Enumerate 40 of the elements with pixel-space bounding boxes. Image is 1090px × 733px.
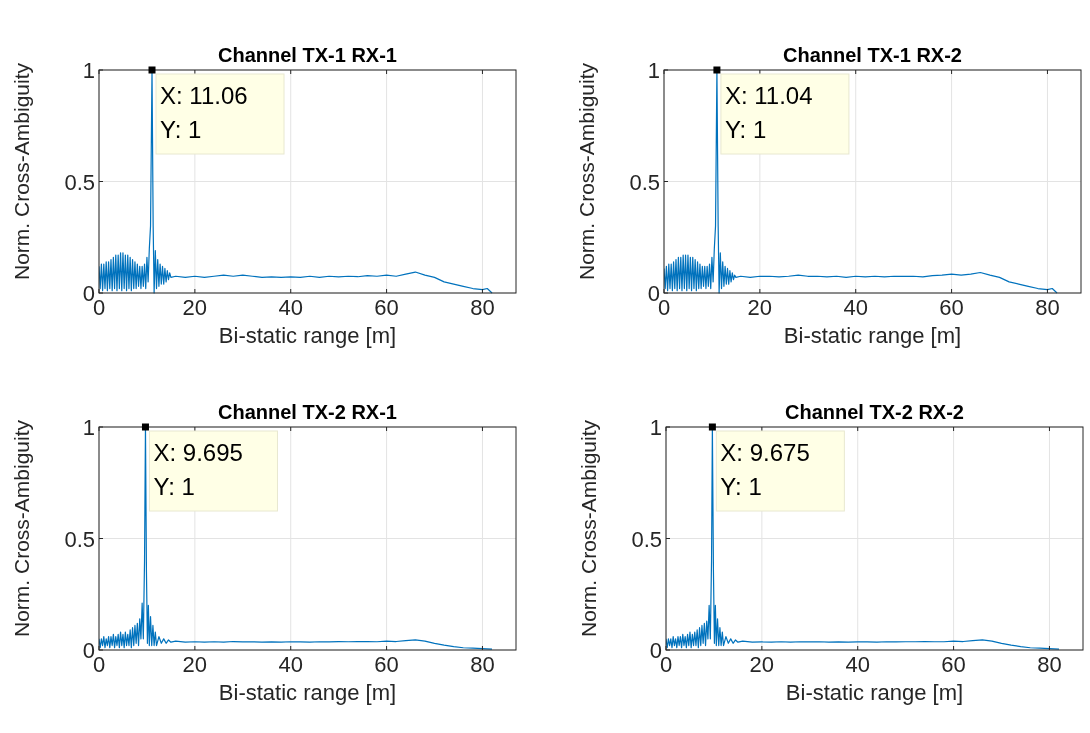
x-tick-label: 20 (747, 295, 773, 320)
x-tick-label: 20 (182, 295, 208, 320)
x-tick-label: 40 (278, 295, 303, 320)
x-tick-label: 60 (374, 652, 399, 677)
x-tick-label: 60 (941, 652, 966, 677)
x-tick-label: 80 (1037, 652, 1062, 677)
x-tick-label: 80 (470, 652, 495, 677)
x-tick-label: 80 (470, 295, 495, 320)
y-axis-title: Norm. Cross-Ambiguity (10, 419, 33, 638)
chart-title: Channel TX-1 RX-2 (783, 44, 962, 66)
x-tick-label: 40 (845, 652, 870, 677)
x-tick-label: 20 (749, 652, 775, 677)
x-axis-title: Bi-static range [m] (785, 680, 964, 705)
y-axis-title: Norm. Cross-Ambiguity (10, 62, 33, 281)
x-axis-title: Bi-static range [m] (218, 323, 397, 348)
x-tick-label: 40 (278, 652, 303, 677)
chart-title: Channel TX-1 RX-1 (218, 44, 397, 66)
annotation: X: 11.04 Y: 1 (724, 82, 813, 143)
y-tick-label: 0.5 (631, 526, 662, 552)
y-tick-label: 0.5 (64, 169, 95, 195)
annotation: X: 11.06 Y: 1 (160, 82, 248, 143)
y-tick-label: 1 (649, 415, 662, 440)
y-tick-label: 0.5 (629, 169, 660, 195)
y-tick-label: 0.5 (64, 526, 95, 552)
chart-title: Channel TX-2 RX-1 (218, 401, 397, 423)
annotation: X: 9.675 Y: 1 (720, 439, 810, 500)
x-tick-label: 40 (843, 295, 868, 320)
annotation: X: 9.695 Y: 1 (153, 439, 243, 500)
x-tick-label: 60 (939, 295, 964, 320)
y-tick-label: 1 (82, 58, 95, 83)
y-tick-label: 1 (82, 415, 95, 440)
x-tick-label: 60 (374, 295, 399, 320)
x-tick-label: 80 (1035, 295, 1060, 320)
x-axis-title: Bi-static range [m] (218, 680, 397, 705)
x-tick-label: 20 (182, 652, 208, 677)
y-axis-title: Norm. Cross-Ambiguity (575, 62, 598, 281)
x-axis-title: Bi-static range [m] (783, 323, 962, 348)
chart-title: Channel TX-2 RX-2 (785, 401, 964, 423)
y-axis-title: Norm. Cross-Ambiguity (577, 419, 600, 638)
y-tick-label: 1 (647, 58, 660, 83)
